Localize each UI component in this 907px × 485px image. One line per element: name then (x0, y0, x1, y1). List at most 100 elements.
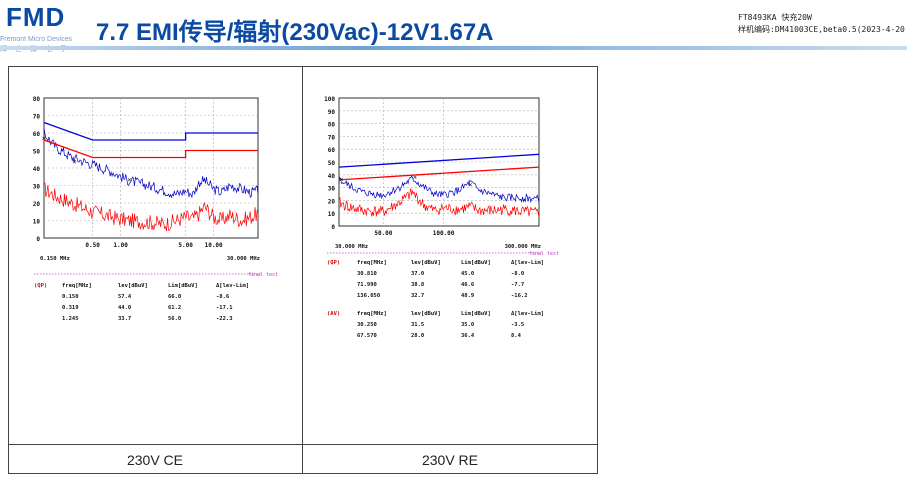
x-tick-label: 0.50 (85, 242, 100, 249)
meta-line-1: FT8493KA 快充20W (738, 13, 812, 22)
y-tick-label: 50 (328, 160, 336, 167)
y-tick-label: 20 (328, 198, 336, 205)
y-tick-label: 80 (33, 96, 41, 103)
table-cell: 44.0 (118, 305, 131, 311)
table-header: Δ[lev-Lim] (216, 283, 249, 289)
table-tag: (QP) (34, 283, 47, 289)
table-cell: -8.0 (511, 271, 524, 277)
caption-divider (8, 444, 598, 445)
limit-qp-line (338, 153, 540, 168)
table-cell: 57.4 (118, 294, 132, 300)
table-header: Lim[dBuV] (461, 311, 491, 317)
table-cell: 30.250 (357, 322, 377, 328)
table-cell: 136.050 (357, 293, 380, 299)
y-tick-label: 60 (328, 147, 336, 154)
table-cell: 48.9 (461, 293, 474, 299)
table-header: freq[MHz] (62, 283, 92, 289)
x-start-label: 0.150 MHz (40, 256, 70, 262)
y-tick-label: 10 (328, 211, 336, 218)
limit-qp-line (43, 121, 258, 141)
x-tick-label: 1.00 (113, 242, 128, 249)
table-cell: 61.2 (168, 305, 181, 311)
table-cell: -7.7 (511, 282, 524, 288)
table-cell: 67.570 (357, 333, 377, 339)
table-cell: -22.3 (216, 316, 233, 322)
y-tick-label: 40 (33, 166, 41, 173)
x-end-label: 30.000 MHz (227, 256, 260, 262)
table-cell: 33.7 (118, 316, 131, 322)
final-test-label: final test (248, 272, 278, 278)
table-header: freq[MHz] (357, 260, 387, 266)
page-title: 7.7 EMI传导/辐射(230Vac)-12V1.67A (96, 19, 494, 46)
table-header: Δ[lev-Lim] (511, 311, 544, 317)
table-header: lev[dBuV] (118, 283, 148, 289)
y-tick-label: 80 (328, 122, 336, 129)
table-cell: 46.6 (461, 282, 475, 288)
table-cell: 32.7 (411, 293, 424, 299)
meta-line-2: 样机编码:DM41003CE,beta0.5(2023-4-20 (738, 25, 905, 34)
logo-text: FMD (6, 2, 66, 32)
table-header: freq[MHz] (357, 311, 387, 317)
table-cell: 56.0 (168, 316, 181, 322)
table-cell: 45.0 (461, 271, 474, 277)
marker-point: × (127, 176, 131, 184)
table-cell: 0.319 (62, 305, 79, 311)
peak-trace (43, 127, 259, 199)
y-tick-label: 50 (33, 149, 41, 156)
table-cell: 28.0 (411, 333, 424, 339)
table-cell: 1.245 (62, 316, 79, 322)
table-cell: 66.0 (168, 294, 181, 300)
y-tick-label: 70 (328, 134, 336, 141)
y-tick-label: 20 (33, 201, 41, 208)
logo-subtitle: Fremont Micro Devices (0, 36, 72, 43)
table-cell: -3.5 (511, 322, 524, 328)
table-cell: -16.2 (511, 293, 528, 299)
table-cell: 36.4 (461, 333, 475, 339)
header-bar: FMD Fremont Micro Devices 辉 芒 微 电 子 7.7 … (0, 0, 907, 55)
y-tick-label: 60 (33, 131, 41, 138)
table-cell: 35.0 (461, 322, 474, 328)
table-header: lev[dBuV] (411, 311, 441, 317)
limit-av-line (338, 166, 540, 181)
y-tick-label: 40 (328, 173, 336, 180)
table-cell: 8.4 (511, 333, 522, 339)
table-cell: 38.8 (411, 282, 424, 288)
table-tag: (AV) (327, 311, 340, 317)
y-tick-label: 0 (331, 224, 335, 231)
y-tick-label: 100 (324, 96, 335, 103)
table-cell: 31.5 (411, 322, 424, 328)
y-tick-label: 0 (36, 236, 40, 243)
table-tag: (QP) (327, 260, 340, 266)
y-tick-label: 10 (33, 219, 41, 226)
x-start-label: 30.000 MHz (335, 244, 368, 250)
table-cell: -8.6 (216, 294, 230, 300)
sample-meta: FT8493KA 快充20W 样机编码:DM41003CE,beta0.5(20… (738, 12, 905, 36)
table-cell: 37.0 (411, 271, 424, 277)
marker-point: × (468, 181, 472, 189)
header-divider (0, 46, 907, 50)
table-cell: 0.150 (62, 294, 79, 300)
table-cell: -17.1 (216, 305, 233, 311)
table-header: lev[dBuV] (411, 260, 441, 266)
table-cell: 71.990 (357, 282, 377, 288)
fmd-logo: FMD Fremont Micro Devices 辉 芒 微 电 子 (0, 2, 80, 53)
x-end-label: 300.000 MHz (505, 244, 541, 250)
x-tick-label: 5.00 (178, 242, 193, 249)
table-cell: 30.810 (357, 271, 377, 277)
x-tick-label: 10.00 (205, 242, 223, 249)
x-tick-label: 100.00 (433, 230, 455, 237)
marker-point: × (42, 135, 46, 143)
table-header: Lim[dBuV] (461, 260, 491, 266)
ce-caption: 230V CE (126, 452, 184, 468)
y-tick-label: 30 (328, 186, 336, 193)
ce-chart: 80 70 60 50 40 30 20 10 0 0.50 1.00 5.00 10.00 0.150 … (33, 96, 278, 322)
marker-point: × (413, 173, 417, 181)
re-caption: 230V RE (421, 452, 479, 468)
table-header: Δ[lev-Lim] (511, 260, 544, 266)
limit-av-line (43, 139, 258, 159)
final-test-label: final test (529, 251, 559, 257)
marker-point: × (72, 158, 76, 166)
y-tick-label: 70 (33, 114, 41, 121)
y-tick-label: 90 (328, 109, 336, 116)
